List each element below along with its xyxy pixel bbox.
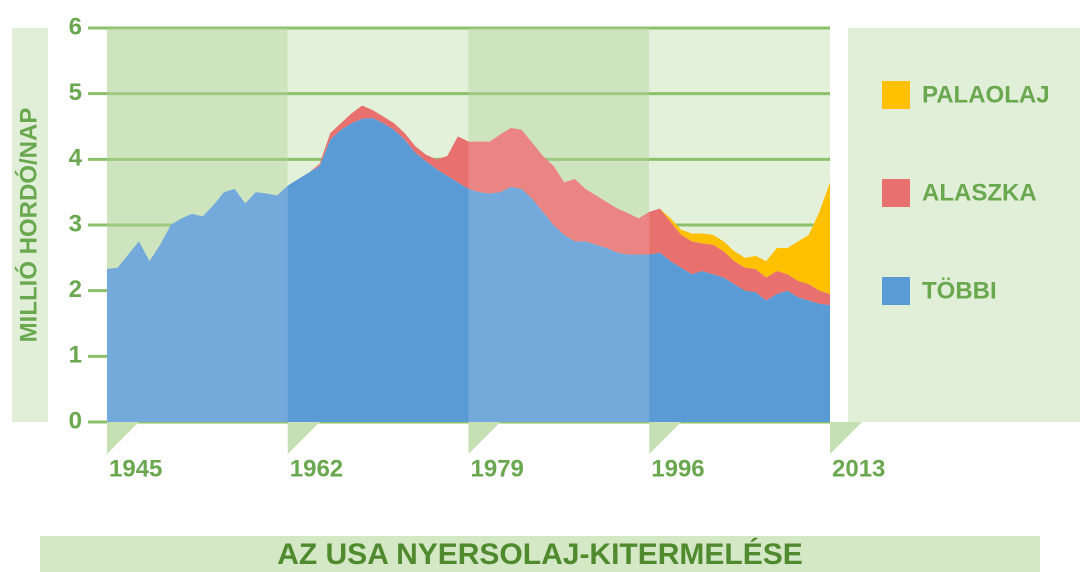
band-overlay <box>107 28 288 422</box>
y-tick-label: 3 <box>69 210 82 237</box>
y-tick-label: 4 <box>69 145 83 172</box>
y-axis-label: MILLIÓ HORDÓ/NAP <box>14 108 42 343</box>
legend-swatch <box>882 277 910 305</box>
x-tick <box>287 422 320 454</box>
x-tick <box>468 422 501 454</box>
x-tick <box>107 422 139 454</box>
area <box>107 117 830 423</box>
legend-swatch <box>882 179 910 207</box>
y-tick-label: 0 <box>69 407 82 434</box>
y-tick-label: 2 <box>69 276 82 303</box>
legend-label: PALAOLAJ <box>922 81 1050 108</box>
y-tick-label: 5 <box>69 79 82 106</box>
y-label-band <box>12 28 48 422</box>
y-tick-label: 6 <box>69 13 82 40</box>
x-tick-label: 1979 <box>471 455 524 482</box>
area <box>107 105 830 306</box>
x-tick <box>830 422 862 454</box>
x-tick-label: 2013 <box>832 455 885 482</box>
x-tick-label: 1996 <box>651 455 704 482</box>
x-tick <box>649 422 682 454</box>
legend-swatch <box>882 81 910 109</box>
y-tick-label: 1 <box>69 342 82 369</box>
legend-label: TÖBBI <box>922 277 997 304</box>
x-tick-label: 1945 <box>109 455 162 482</box>
x-tick-label: 1962 <box>290 455 343 482</box>
title-band <box>40 536 1040 572</box>
chart-title: AZ USA NYERSOLAJ-KITERMELÉSE <box>277 537 803 571</box>
legend-label: ALASZKA <box>922 179 1037 206</box>
band-overlay <box>468 28 650 422</box>
